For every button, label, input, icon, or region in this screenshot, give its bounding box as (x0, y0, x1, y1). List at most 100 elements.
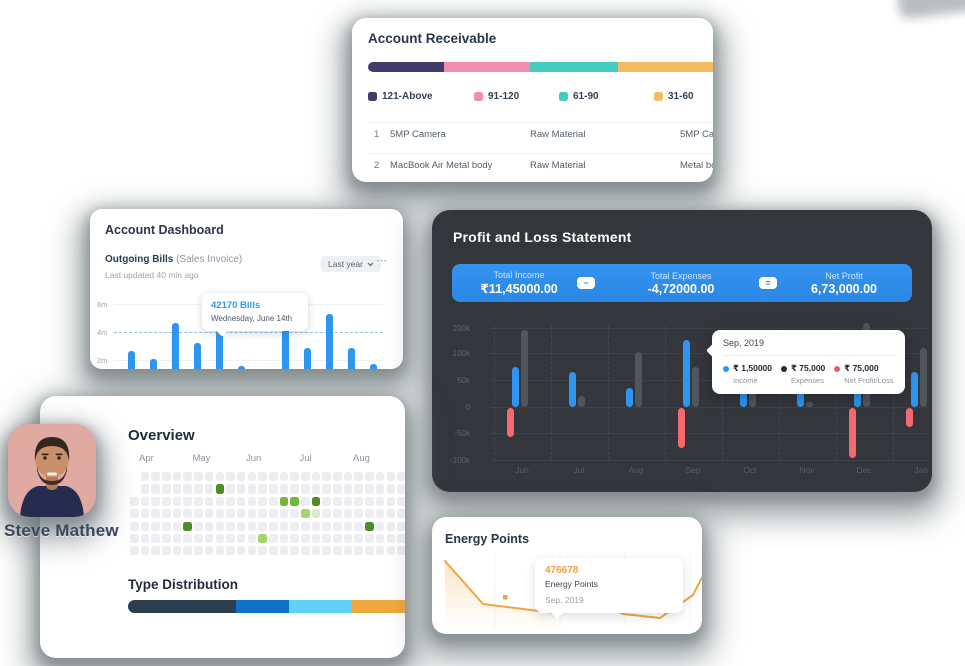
heatmap-cell (375, 521, 385, 531)
distribution-segment (236, 600, 289, 613)
heatmap-cell (279, 472, 289, 482)
heatmap-cell (397, 546, 405, 556)
heatmap-cell (162, 521, 171, 531)
heatmap-cell (343, 484, 353, 494)
chart-tooltip: 42170 Bills Wednesday, June 14th (202, 293, 308, 331)
more-menu-button[interactable]: ⋯ (376, 255, 387, 267)
heatmap-cell (236, 484, 246, 494)
heatmap-cell (247, 509, 257, 519)
heatmap-cell (247, 484, 257, 494)
heatmap-cell (301, 496, 310, 506)
heatmap-cell (333, 509, 342, 519)
gridline-dashed (607, 326, 609, 460)
table-cell: MacBook Air Metal body (390, 160, 493, 171)
heatmap-cell (194, 472, 203, 482)
x-tick-label: Oct (743, 465, 757, 475)
person-photo-illustration (8, 424, 96, 517)
account-receivable-card: Account Receivable 121-Above 91-120 61-90 3… (352, 18, 713, 182)
heatmap-cell (268, 546, 278, 556)
legend-label: 61-90 (573, 91, 599, 102)
heatmap-cell (301, 546, 310, 556)
heatmap-cell (322, 496, 331, 506)
bill-bar (150, 358, 157, 369)
profit-loss-card: Profit and Loss Statement Total Income ₹1… (432, 210, 932, 492)
heatmap-cell (397, 521, 405, 531)
heatmap-cell (162, 496, 171, 506)
heatmap-cell (354, 533, 364, 544)
heatmap-cell (311, 546, 321, 556)
expense-bar (806, 401, 813, 407)
heatmap-cell (151, 509, 160, 519)
x-tick-label: Jan (914, 465, 928, 475)
heatmap-cell (226, 472, 235, 482)
y-tick-label: 6m (97, 300, 108, 309)
distribution-segment (352, 600, 405, 613)
heatmap-cell (183, 509, 193, 519)
heatmap-cell (215, 484, 225, 494)
gridline (490, 433, 930, 434)
heatmap-cell (322, 546, 331, 556)
y-tick-label: 50k (457, 376, 470, 385)
heatmap-cell (322, 472, 331, 482)
heatmap-cell (365, 546, 374, 556)
heatmap-cell (365, 521, 374, 531)
heatmap-cell (258, 496, 267, 506)
heatmap-cell (290, 484, 299, 494)
table-cell: Metal body (680, 160, 713, 171)
subtitle-note: (Sales Invoice) (173, 254, 243, 265)
gridline-dashed (550, 326, 552, 460)
type-distribution-bar (128, 600, 405, 613)
aging-segment (618, 62, 713, 72)
heatmap-cell (258, 546, 267, 556)
x-tick-label: Jun (515, 465, 529, 475)
gridline-dashed (493, 326, 495, 460)
heatmap-cell (151, 472, 160, 482)
distribution-segment (128, 600, 237, 613)
card-title: Energy Points (445, 532, 530, 546)
card-title: Account Dashboard (105, 223, 224, 237)
bill-bar (326, 314, 333, 369)
heatmap-cell (172, 472, 182, 482)
heatmap-cell (343, 496, 353, 506)
table-row: 1 5MP Camera Raw Material 5MP Camera (352, 126, 713, 146)
reference-dashed-line (114, 332, 383, 333)
x-tick-label: Nov (799, 465, 815, 475)
subtitle-bold: Outgoing Bills (105, 254, 174, 265)
range-dropdown-label: Last year (328, 259, 363, 269)
table-cell: 1 (374, 129, 380, 140)
series-dot (723, 365, 729, 372)
heatmap-cell (279, 546, 289, 556)
heatmap-cell (194, 521, 203, 531)
heatmap-cell (130, 546, 139, 556)
heatmap-cell (258, 521, 267, 531)
heatmap-cell (194, 533, 203, 544)
heatmap-cell (397, 533, 405, 544)
heatmap-cell (301, 484, 310, 494)
tooltip-entry: ₹ 1,50000 Income (723, 363, 772, 385)
heatmap-cell (279, 533, 289, 544)
expense-bar (521, 329, 528, 407)
bill-bar (238, 365, 245, 369)
heatmap-cell (236, 521, 246, 531)
heatmap-cell (354, 509, 364, 519)
range-dropdown[interactable]: Last year (321, 256, 381, 272)
month-label: Jun (246, 453, 262, 464)
heatmap-cell (322, 533, 331, 544)
income-bar (911, 371, 918, 407)
heatmap-cell (162, 509, 171, 519)
summary-stat-label: Net Profit (825, 270, 863, 281)
heatmap-cell (204, 472, 214, 482)
heatmap-cell (236, 533, 246, 544)
heatmap-cell (151, 521, 160, 531)
heatmap-cell (162, 472, 171, 482)
heatmap-cell (386, 521, 396, 531)
heatmap-cell (365, 484, 374, 494)
heatmap-cell (236, 509, 246, 519)
chart-tooltip: Sep, 2019 ₹ 1,50000 Income ₹ 75,000 Expense… (712, 330, 905, 394)
legend-item: 61-90 (559, 91, 599, 102)
heatmap-cell (333, 496, 342, 506)
heatmap-cell (333, 472, 342, 482)
heatmap-cell (311, 484, 321, 494)
heatmap-cell (311, 533, 321, 544)
card-title: Account Receivable (368, 31, 497, 46)
